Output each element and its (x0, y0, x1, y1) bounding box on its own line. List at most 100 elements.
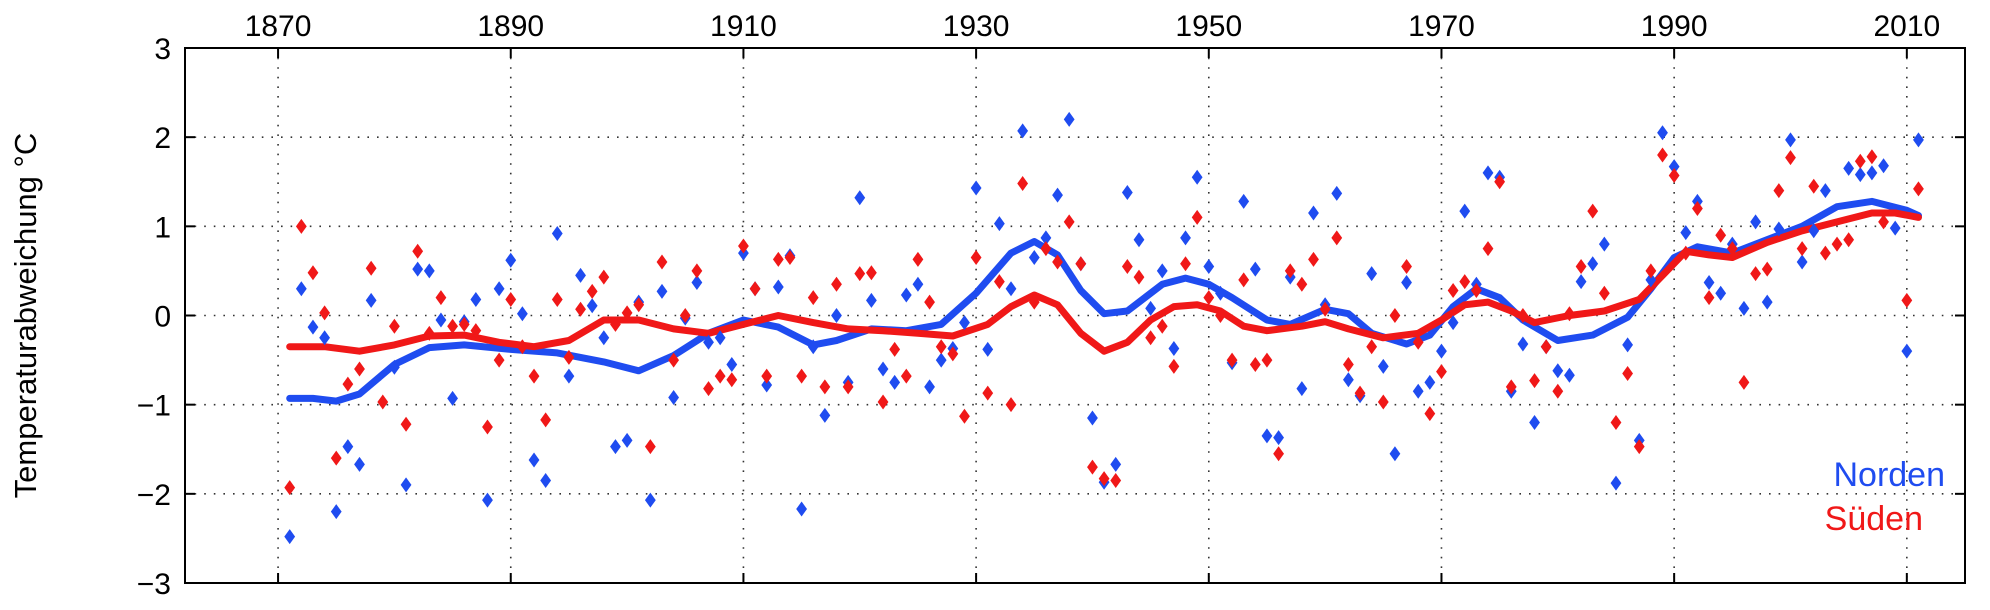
point-sueden-1933 (1005, 397, 1017, 413)
point-sueden-1895 (563, 349, 575, 365)
point-norden-1895 (563, 368, 575, 384)
point-sueden-1877 (354, 361, 365, 377)
point-sueden-1946 (1156, 318, 1168, 334)
point-norden-1890 (505, 252, 517, 268)
point-sueden-1980 (1552, 383, 1564, 399)
point-norden-1933 (1005, 281, 1017, 297)
y-tick-label-3: 3 (154, 33, 171, 66)
point-norden-1927 (935, 352, 947, 368)
point-sueden-1878 (365, 260, 377, 276)
point-sueden-1913 (772, 251, 784, 267)
point-norden-1918 (831, 308, 842, 323)
point-norden-1883 (423, 263, 435, 279)
point-norden-1892 (528, 452, 540, 468)
point-sueden-1918 (831, 276, 842, 292)
point-sueden-1994 (1715, 227, 1727, 243)
point-norden-1959 (1308, 205, 1319, 221)
point-norden-1934 (1017, 123, 1029, 139)
point-norden-1889 (493, 281, 505, 297)
point-norden-1998 (1761, 294, 1773, 310)
y-tick-label--1: −1 (137, 390, 171, 423)
point-norden-1950 (1203, 258, 1215, 274)
point-norden-1984 (1598, 236, 1610, 252)
point-sueden-1938 (1063, 214, 1075, 230)
point-sueden-1945 (1145, 330, 1157, 346)
point-norden-1920 (854, 190, 866, 206)
point-sueden-1928 (947, 346, 959, 362)
point-sueden-1923 (889, 341, 901, 357)
point-sueden-1947 (1168, 358, 1180, 374)
point-sueden-1943 (1121, 258, 1133, 274)
point-sueden-1942 (1110, 472, 1122, 488)
point-sueden-1936 (1040, 241, 1052, 257)
point-sueden-1989 (1657, 147, 1668, 163)
x-tick-label-2010: 2010 (1873, 10, 1940, 43)
point-norden-1916 (807, 339, 819, 355)
point-sueden-1967 (1401, 258, 1412, 274)
point-norden-1982 (1575, 274, 1587, 290)
point-norden-1882 (412, 261, 424, 277)
point-sueden-1953 (1238, 272, 1250, 288)
point-norden-1991 (1680, 225, 1692, 241)
point-norden-1926 (924, 379, 935, 395)
point-norden-1902 (644, 492, 656, 508)
point-sueden-1912 (761, 368, 773, 384)
point-norden-2007 (1866, 165, 1878, 181)
point-sueden-1931 (982, 385, 994, 401)
point-norden-1996 (1738, 300, 1750, 316)
point-sueden-1970 (1436, 364, 1447, 380)
point-sueden-1986 (1622, 365, 1634, 381)
point-sueden-1916 (807, 290, 819, 306)
point-sueden-1906 (691, 263, 703, 279)
grid-lines (185, 48, 1965, 583)
point-norden-1958 (1296, 381, 1308, 397)
point-sueden-1930 (970, 250, 982, 266)
point-sueden-1886 (458, 316, 470, 332)
point-norden-1951 (1215, 285, 1226, 301)
point-norden-1978 (1529, 415, 1540, 430)
point-sueden-1932 (993, 274, 1005, 290)
point-sueden-2002 (1808, 178, 1820, 194)
x-tick-label-1870: 1870 (245, 10, 312, 43)
point-sueden-1951 (1215, 308, 1226, 323)
point-sueden-1871 (284, 480, 296, 496)
point-sueden-1981 (1564, 306, 1575, 322)
point-sueden-1992 (1692, 201, 1703, 216)
point-sueden-1872 (295, 218, 307, 234)
point-norden-1956 (1273, 430, 1284, 446)
point-norden-1884 (435, 312, 447, 328)
point-sueden-1985 (1610, 415, 1622, 430)
point-norden-1965 (1377, 358, 1389, 374)
point-sueden-1957 (1284, 263, 1296, 279)
y-tick-label--2: −2 (137, 479, 171, 512)
point-sueden-2003 (1819, 245, 1831, 261)
point-norden-1887 (470, 291, 482, 307)
point-sueden-1915 (796, 368, 808, 384)
point-norden-1930 (970, 180, 982, 196)
point-sueden-1890 (505, 291, 517, 307)
point-norden-1964 (1366, 266, 1378, 282)
point-sueden-1879 (377, 394, 389, 410)
point-sueden-1914 (784, 250, 796, 266)
point-sueden-1899 (610, 316, 621, 332)
point-sueden-1907 (703, 381, 714, 397)
point-sueden-1996 (1738, 374, 1750, 390)
point-norden-1909 (726, 357, 738, 373)
point-sueden-1963 (1354, 385, 1366, 401)
point-norden-1893 (540, 472, 552, 488)
point-sueden-1873 (307, 265, 319, 281)
point-sueden-1975 (1494, 174, 1506, 190)
point-norden-1938 (1063, 111, 1075, 127)
point-norden-1971 (1447, 315, 1459, 331)
point-sueden-1905 (679, 308, 691, 323)
point-sueden-1941 (1098, 471, 1110, 487)
point-norden-1907 (703, 334, 714, 350)
point-norden-1900 (621, 432, 633, 448)
point-norden-1898 (598, 330, 610, 346)
point-norden-1912 (761, 377, 773, 393)
point-norden-2001 (1796, 254, 1808, 270)
point-sueden-1935 (1028, 294, 1040, 310)
point-sueden-1972 (1459, 274, 1471, 290)
point-norden-1990 (1668, 159, 1680, 175)
point-sueden-1924 (900, 368, 912, 384)
